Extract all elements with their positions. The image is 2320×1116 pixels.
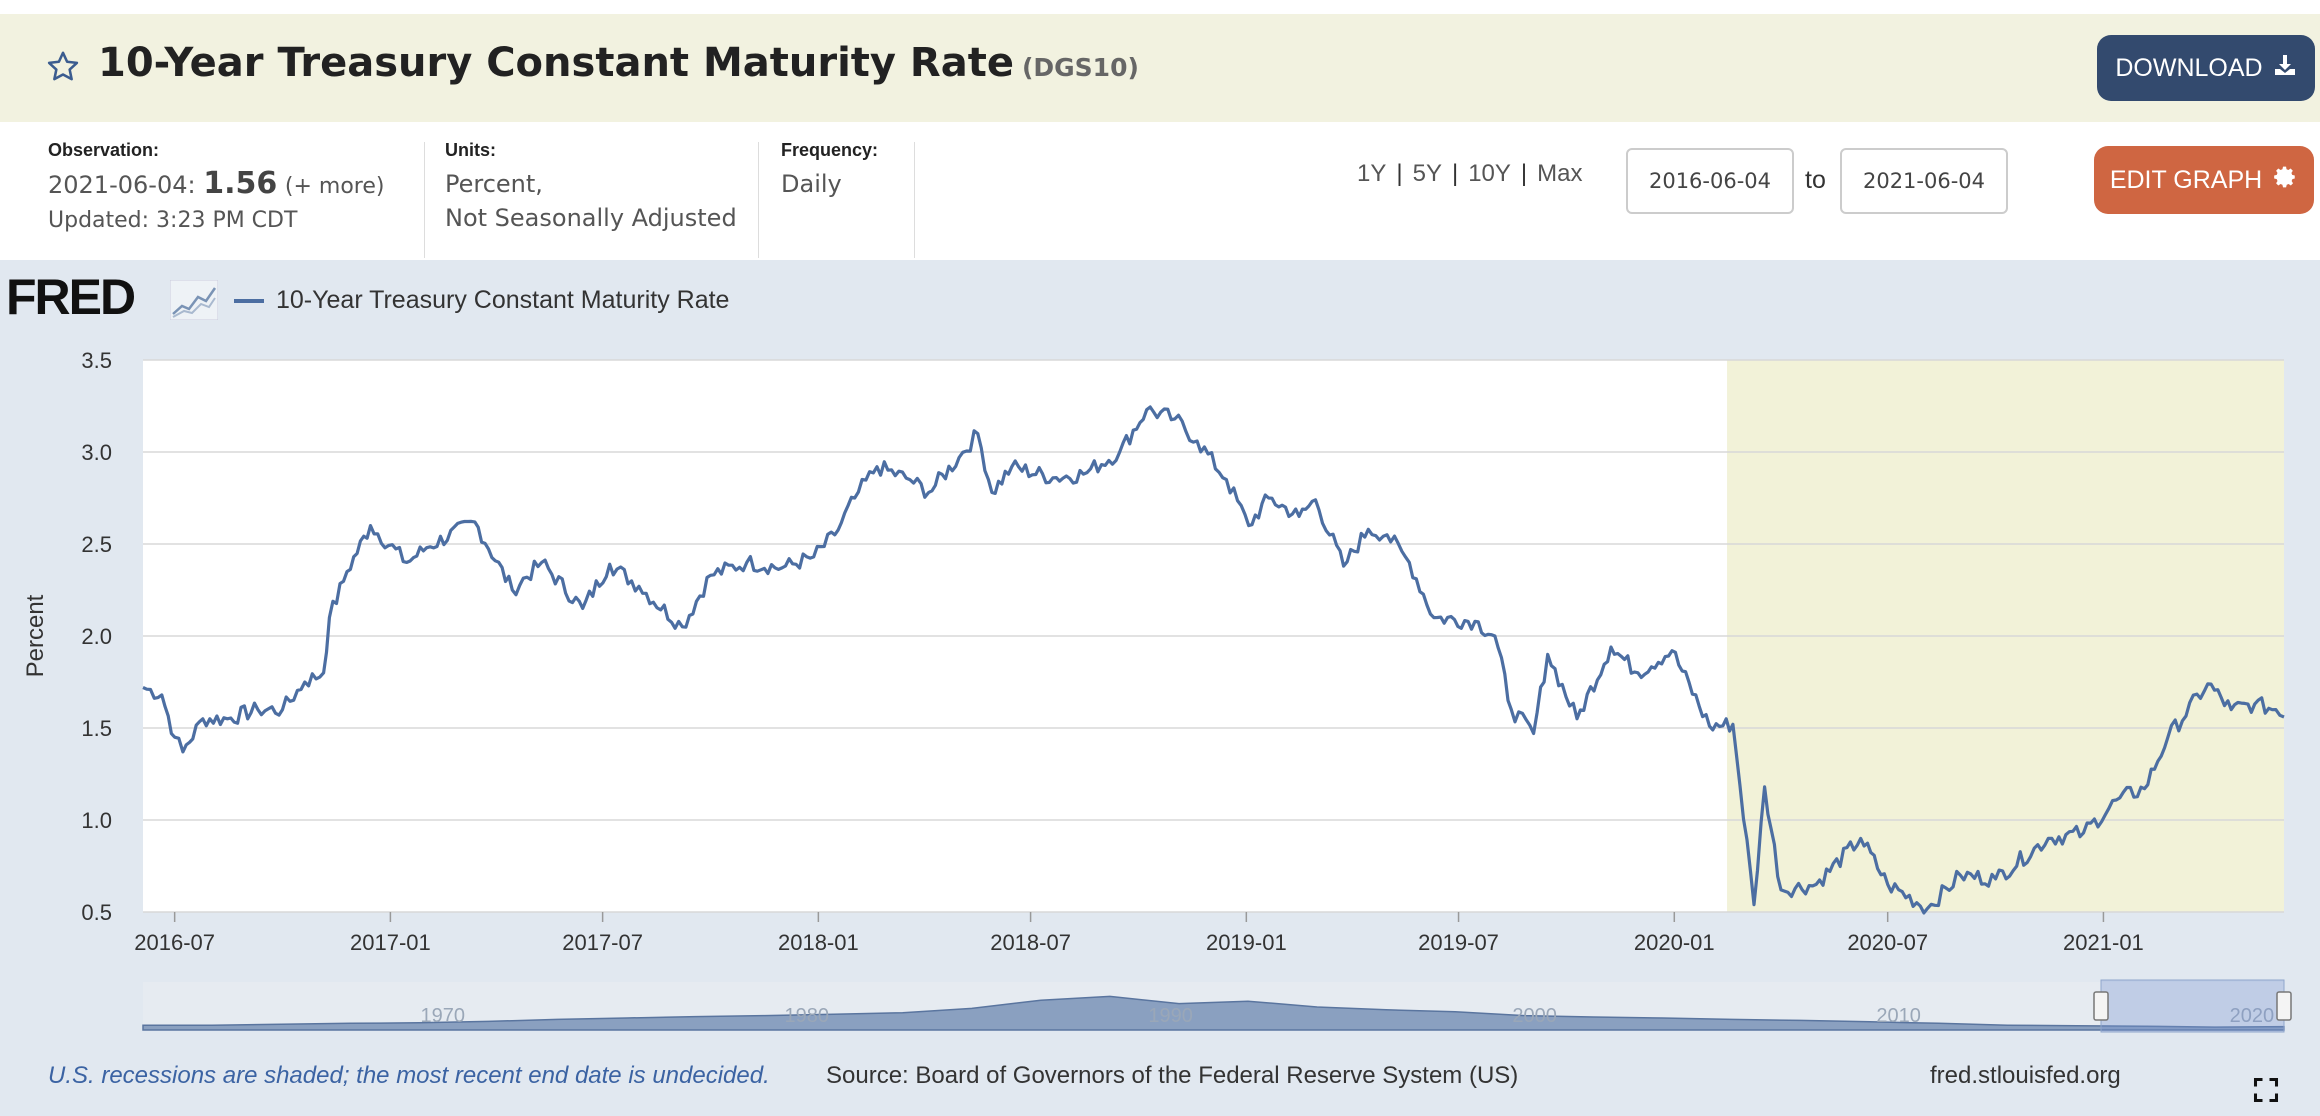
navigator-label: 2020 (2230, 1005, 2275, 1027)
site-link[interactable]: fred.stlouisfed.org (1930, 1062, 2121, 1089)
gear-icon (2272, 164, 2298, 197)
star-icon[interactable] (46, 50, 80, 88)
y-tick-label: 2.5 (81, 532, 112, 557)
x-tick-label: 2017-07 (562, 930, 643, 955)
navigator-label: 1970 (420, 1005, 465, 1027)
x-tick-label: 2021-01 (2063, 930, 2144, 955)
edit-graph-button[interactable]: EDIT GRAPH (2094, 146, 2314, 214)
x-tick-label: 2017-01 (350, 930, 431, 955)
navigator-label: 1990 (1148, 1005, 1193, 1027)
download-label: DOWNLOAD (2115, 53, 2263, 82)
series-line[interactable] (142, 405, 2285, 915)
observation-line: 2021-06-04: 1.56 (+ more) (48, 167, 384, 204)
navigator-label: 2000 (1512, 1005, 1557, 1027)
title-band (0, 14, 2320, 122)
start-date-input[interactable]: 2016-06-04 (1626, 148, 1794, 214)
page-title: 10-Year Treasury Constant Maturity Rate(… (98, 40, 1139, 86)
range-link-10y[interactable]: 10Y (1468, 160, 1511, 187)
navigator-area (142, 995, 2285, 1031)
navigator-label: 1980 (784, 1005, 829, 1027)
observation-label: Observation: (48, 140, 160, 160)
units-block: Units: Percent, Not Seasonally Adjusted (445, 140, 737, 235)
to-label: to (1805, 166, 1826, 194)
range-link-max[interactable]: Max (1537, 160, 1583, 187)
x-tick-label: 2016-07 (134, 930, 215, 955)
legend-label: 10-Year Treasury Constant Maturity Rate (276, 286, 730, 314)
fred-chart-icon (169, 279, 219, 324)
frequency-label: Frequency: (781, 140, 879, 160)
x-tick-label: 2018-01 (778, 930, 859, 955)
series-title-text: 10-Year Treasury Constant Maturity Rate (98, 40, 1014, 86)
frequency-value: Daily (781, 170, 842, 198)
y-tick-label: 1.0 (81, 808, 112, 833)
navigator-selection[interactable] (2100, 979, 2285, 1033)
source-note: Source: Board of Governors of the Federa… (826, 1062, 1519, 1089)
divider (424, 142, 425, 258)
units-line2: Not Seasonally Adjusted (445, 204, 737, 232)
chart-legend: 10-Year Treasury Constant Maturity Rate (234, 286, 729, 315)
line-chart[interactable]: 3.5 3.0 2.5 2.0 1.5 1.0 0.5 2016-07 2017-01 2017-… (0, 340, 2320, 1040)
end-date-input[interactable]: 2021-06-04 (1840, 148, 2008, 214)
frequency-block: Frequency: Daily (781, 140, 878, 201)
fullscreen-icon[interactable] (2252, 1076, 2280, 1108)
x-tick-label: 2018-07 (990, 930, 1071, 955)
observation-more-link[interactable]: (+ more) (284, 174, 385, 199)
x-tick-label: 2020-07 (1847, 930, 1928, 955)
download-icon (2273, 53, 2297, 84)
y-tick-label: 0.5 (81, 900, 112, 925)
y-tick-label: 3.5 (81, 348, 112, 373)
navigator-label: 2010 (1876, 1005, 1921, 1027)
observation-value: 1.56 (203, 166, 278, 201)
y-tick-label: 3.0 (81, 440, 112, 465)
observation-date: 2021-06-04: (48, 171, 196, 199)
y-tick-label: 1.5 (81, 716, 112, 741)
x-tick-label: 2019-07 (1418, 930, 1499, 955)
x-tick-label: 2019-01 (1206, 930, 1287, 955)
navigator-handle[interactable] (2093, 991, 2109, 1021)
navigator-handle[interactable] (2276, 991, 2292, 1021)
download-button[interactable]: DOWNLOAD (2097, 35, 2315, 101)
range-link-1y[interactable]: 1Y (1357, 160, 1387, 187)
observation-block: Observation: 2021-06-04: 1.56 (+ more) U… (48, 140, 384, 233)
edit-graph-label: EDIT GRAPH (2109, 165, 2263, 194)
recession-note: U.S. recessions are shaded; the most rec… (48, 1062, 770, 1089)
range-links: 1Y | 5Y | 10Y | Max (1357, 160, 1583, 187)
y-tick-label: 2.0 (81, 624, 112, 649)
range-link-5y[interactable]: 5Y (1412, 160, 1442, 187)
divider (914, 142, 915, 258)
divider (758, 142, 759, 258)
legend-swatch (234, 298, 264, 303)
series-id: (DGS10) (1021, 53, 1139, 82)
updated-time: Updated: 3:23 PM CDT (48, 208, 298, 233)
units-label: Units: (445, 140, 496, 160)
x-tick-label: 2020-01 (1634, 930, 1715, 955)
units-line1: Percent, (445, 170, 543, 198)
fred-logo: FRED (6, 269, 136, 325)
y-axis-title: Percent (22, 594, 49, 677)
